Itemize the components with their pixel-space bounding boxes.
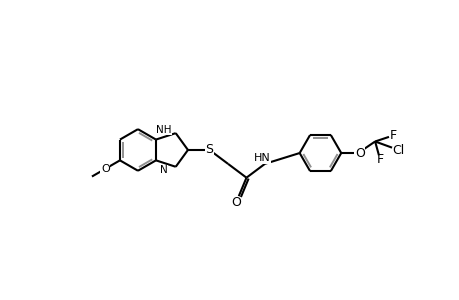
- Text: F: F: [388, 129, 396, 142]
- Text: N: N: [159, 165, 167, 175]
- Text: Cl: Cl: [391, 144, 403, 157]
- Text: O: O: [101, 164, 109, 174]
- Text: O: O: [230, 196, 240, 209]
- Text: HN: HN: [253, 153, 270, 164]
- Text: NH: NH: [156, 125, 171, 135]
- Text: O: O: [354, 146, 364, 160]
- Text: S: S: [205, 143, 213, 157]
- Text: F: F: [376, 154, 383, 166]
